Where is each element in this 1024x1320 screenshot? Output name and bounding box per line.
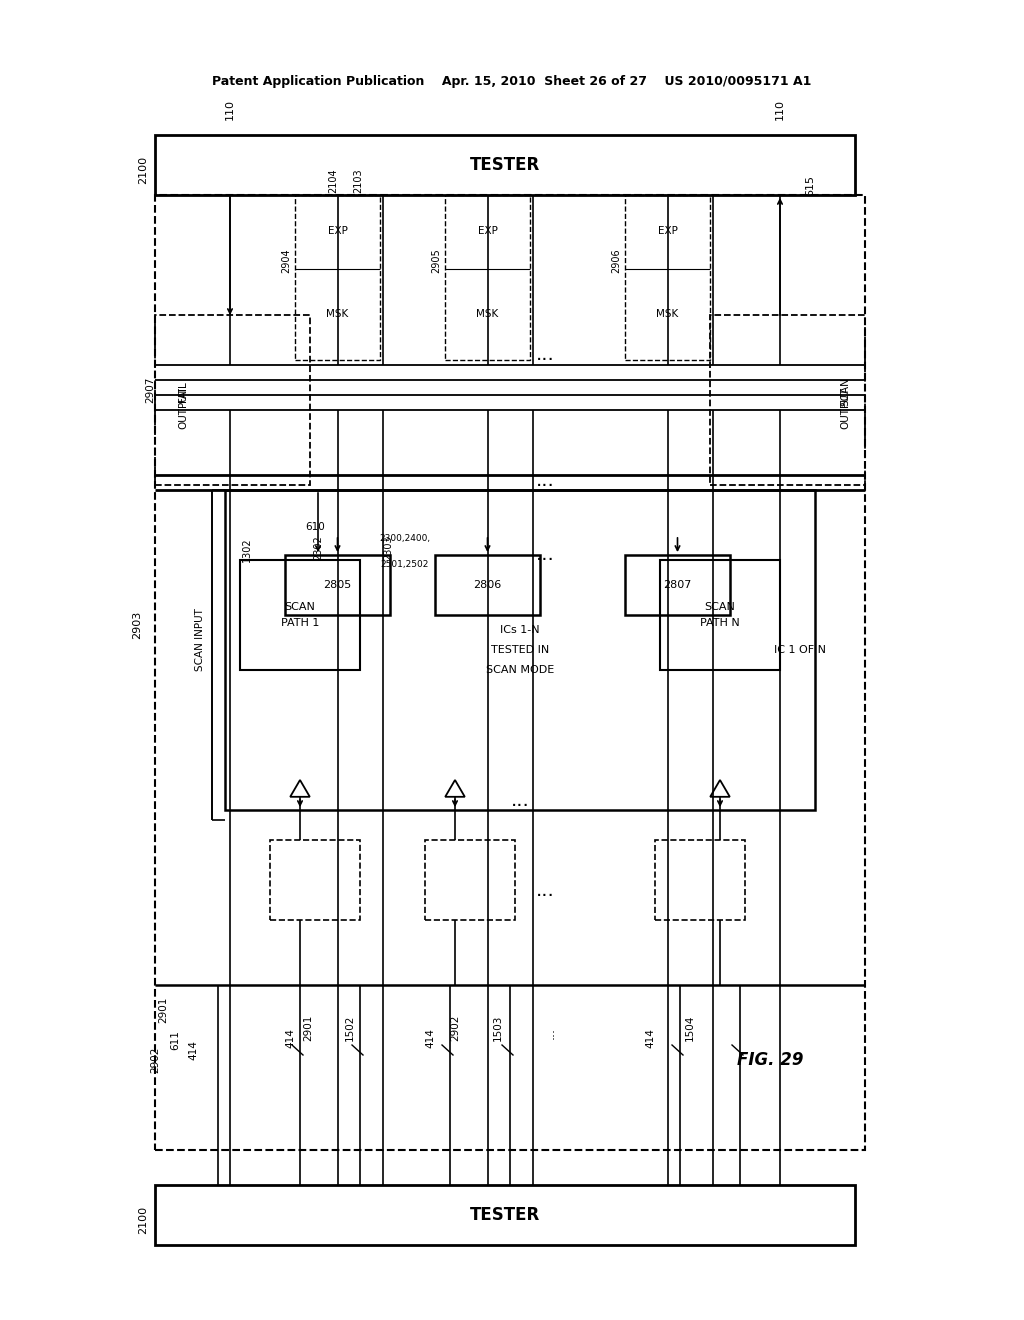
Text: 2903: 2903 <box>132 611 142 639</box>
Text: OUTPUT: OUTPUT <box>840 387 850 429</box>
Bar <box>295 195 380 360</box>
Bar <box>240 560 360 671</box>
Text: EXP: EXP <box>477 226 498 236</box>
Text: PATH 1: PATH 1 <box>281 618 319 628</box>
Bar <box>625 554 730 615</box>
Text: 414: 414 <box>425 1028 435 1048</box>
Text: 2806: 2806 <box>473 579 502 590</box>
Text: 1302: 1302 <box>242 537 252 562</box>
Bar <box>435 554 540 615</box>
Text: 2104: 2104 <box>328 169 338 193</box>
Text: 1503: 1503 <box>493 1015 503 1041</box>
Text: 1504: 1504 <box>685 1015 695 1041</box>
Text: 2501,2502: 2501,2502 <box>381 560 429 569</box>
Text: SCAN INPUT: SCAN INPUT <box>195 609 205 672</box>
Text: SCAN: SCAN <box>285 602 315 612</box>
Bar <box>655 840 745 920</box>
Text: 2100: 2100 <box>138 156 148 183</box>
Text: MSK: MSK <box>327 309 348 319</box>
Text: Patent Application Publication    Apr. 15, 2010  Sheet 26 of 27    US 2010/00951: Patent Application Publication Apr. 15, … <box>212 75 812 88</box>
Text: 2901: 2901 <box>158 997 168 1023</box>
Bar <box>660 560 780 671</box>
Text: 414: 414 <box>645 1028 655 1048</box>
Text: 611: 611 <box>170 1030 180 1049</box>
Text: 2103: 2103 <box>353 169 362 193</box>
Text: 110: 110 <box>225 99 234 120</box>
Text: ...: ... <box>536 545 554 565</box>
Bar <box>710 315 865 484</box>
Text: 2302: 2302 <box>313 536 323 561</box>
Text: 2904: 2904 <box>281 248 291 273</box>
Text: TESTER: TESTER <box>470 156 540 174</box>
Bar <box>225 490 815 810</box>
Text: 2907: 2907 <box>145 376 155 403</box>
Text: ...: ... <box>536 880 554 899</box>
Text: ICs 1-N: ICs 1-N <box>500 624 540 635</box>
Text: 2902: 2902 <box>150 1047 160 1073</box>
Bar <box>285 554 390 615</box>
Text: 610: 610 <box>305 521 325 532</box>
Bar <box>155 315 310 484</box>
Text: 2300,2400,: 2300,2400, <box>380 533 430 543</box>
Bar <box>155 1185 855 1245</box>
Text: ...: ... <box>536 470 554 490</box>
Text: 414: 414 <box>188 1040 198 1060</box>
Text: SCAN: SCAN <box>840 378 850 407</box>
Bar <box>155 195 865 1150</box>
Text: SCAN MODE: SCAN MODE <box>485 665 554 675</box>
Bar <box>270 840 360 920</box>
Bar <box>625 195 710 360</box>
Text: FIG. 29: FIG. 29 <box>736 1051 803 1069</box>
Text: ...: ... <box>511 791 529 809</box>
Text: EXP: EXP <box>657 226 678 236</box>
Text: EXP: EXP <box>328 226 347 236</box>
Text: MSK: MSK <box>476 309 499 319</box>
Bar <box>425 840 515 920</box>
Text: 110: 110 <box>775 99 785 120</box>
Text: OUTPUT: OUTPUT <box>178 387 188 429</box>
Bar <box>155 135 855 195</box>
Bar <box>445 195 530 360</box>
Text: 2905: 2905 <box>431 248 441 273</box>
Text: PATH N: PATH N <box>700 618 740 628</box>
Text: 1502: 1502 <box>345 1015 355 1041</box>
Text: 2807: 2807 <box>664 579 691 590</box>
Text: 414: 414 <box>285 1028 295 1048</box>
Text: 615: 615 <box>805 174 815 195</box>
Text: TESTED IN: TESTED IN <box>490 645 549 655</box>
Text: TESTER: TESTER <box>470 1206 540 1224</box>
Text: ...: ... <box>544 1027 556 1039</box>
Text: 2100: 2100 <box>138 1206 148 1234</box>
Text: ...: ... <box>536 346 554 364</box>
Text: 2902: 2902 <box>450 1015 460 1041</box>
Text: FAIL: FAIL <box>178 381 188 403</box>
Text: 2303: 2303 <box>383 536 393 560</box>
Text: 2805: 2805 <box>324 579 351 590</box>
Text: IC 1 OF N: IC 1 OF N <box>774 645 826 655</box>
Text: MSK: MSK <box>656 309 679 319</box>
Text: 2901: 2901 <box>303 1015 313 1041</box>
Text: SCAN: SCAN <box>705 602 735 612</box>
Text: 2906: 2906 <box>611 248 621 273</box>
